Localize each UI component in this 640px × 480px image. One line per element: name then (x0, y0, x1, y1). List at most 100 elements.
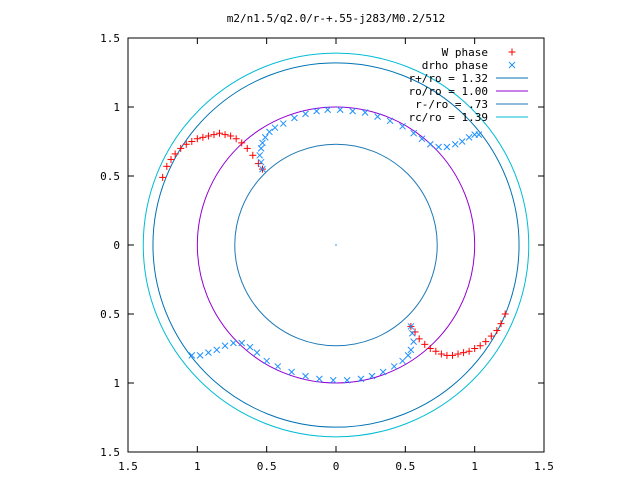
cross-b (410, 338, 418, 345)
legend-marker (508, 61, 516, 69)
drho-phase-point (257, 145, 265, 152)
cross-b (379, 368, 387, 376)
cross-b (399, 357, 406, 365)
w-phase-point (454, 350, 462, 358)
drho-phase-point (238, 339, 246, 347)
w-phase-point (254, 160, 262, 168)
cross-b (324, 106, 332, 114)
circle-0-73 (234, 143, 438, 347)
legend-marker (508, 48, 516, 56)
w-phase-point (460, 349, 468, 357)
w-phase-point (182, 140, 190, 148)
drho-phase-point (271, 124, 279, 132)
drho-phase-point (221, 342, 229, 350)
w-phase-point (482, 338, 490, 346)
y-tick-label: 1 (113, 101, 120, 114)
cross-b (221, 342, 229, 350)
w-phase-point (443, 351, 451, 359)
cross-b (213, 346, 221, 354)
w-phase-point (421, 340, 429, 348)
cross-b (475, 131, 483, 138)
cross-b (418, 135, 426, 143)
cross-b (205, 349, 212, 356)
x-tick-label: 1 (194, 460, 201, 473)
cross-b (508, 61, 516, 69)
drho-phase-point (408, 329, 416, 337)
cross-b (408, 329, 416, 337)
cross-b (188, 352, 196, 359)
legend-label: W phase (442, 46, 488, 59)
legend-label: drho phase (422, 59, 488, 72)
y-tick-label: 1.5 (100, 32, 120, 45)
cross-b (407, 346, 415, 354)
cross-b (386, 117, 394, 125)
drho-phase-point (458, 138, 466, 145)
drho-phase-point (257, 158, 265, 166)
w-phase-point (487, 332, 495, 340)
w-phase-point (221, 131, 229, 139)
w-phase-point (493, 327, 501, 335)
w-phase-point (471, 345, 479, 352)
drho-phase-point (329, 376, 337, 384)
drho-phase-point (188, 352, 196, 359)
drho-phase-point (291, 114, 298, 122)
legend-label: r+/ro = 1.32 (409, 72, 488, 85)
drho-phase-point (399, 122, 406, 130)
cross-b (271, 124, 279, 132)
cross-b (390, 363, 398, 370)
cross-b (302, 110, 309, 118)
cross-b (374, 113, 381, 121)
legend-label: ro/ro = 1.00 (409, 85, 488, 98)
drho-phase-point (404, 352, 412, 359)
cross-b (313, 107, 320, 115)
drho-phase-point (263, 357, 271, 365)
drho-phase-point (399, 357, 406, 365)
w-phase-point (437, 350, 445, 358)
cross-b (291, 114, 298, 122)
cross-b (261, 134, 269, 141)
w-phase-point (204, 132, 212, 140)
drho-phase-point (313, 107, 320, 115)
drho-phase-point (475, 131, 483, 138)
w-phase-point (193, 135, 201, 143)
w-phase-point (171, 150, 179, 158)
w-phase-point (432, 347, 440, 355)
y-tick-label: 0.5 (100, 170, 120, 183)
drho-phase-point (259, 165, 266, 173)
y-tick-label: 0.5 (100, 308, 120, 321)
w-phase-point (476, 342, 484, 350)
drho-phase-point (288, 368, 295, 376)
cross-b (329, 376, 337, 384)
drho-phase-point (302, 372, 309, 380)
w-phase-point (159, 173, 167, 181)
drho-phase-point (196, 352, 204, 359)
chart-title: m2/n1.5/q2.0/r-+.55-j283/M0.2/512 (227, 12, 446, 25)
w-phase-point (501, 310, 509, 318)
circle-1-32 (152, 62, 520, 428)
cross-b (465, 134, 473, 141)
w-phase-point (216, 129, 224, 137)
drho-phase-point (418, 135, 426, 143)
drho-phase-point (407, 346, 415, 354)
cross-b (259, 165, 266, 173)
cross-b (196, 352, 204, 359)
center-point (335, 244, 337, 246)
w-phase-point (238, 139, 246, 147)
drho-phase-point (274, 363, 282, 370)
cross-b (274, 363, 282, 370)
y-tick-label: 1 (113, 377, 120, 390)
w-phase-point (210, 131, 218, 139)
w-phase-point (227, 132, 235, 140)
w-phase-point (243, 144, 251, 152)
cross-b (443, 143, 451, 151)
drho-phase-point (266, 128, 273, 136)
drho-phase-point (336, 106, 344, 114)
x-tick-label: 1.5 (534, 460, 554, 473)
cross-b (368, 372, 376, 380)
drho-phase-point (374, 113, 381, 121)
